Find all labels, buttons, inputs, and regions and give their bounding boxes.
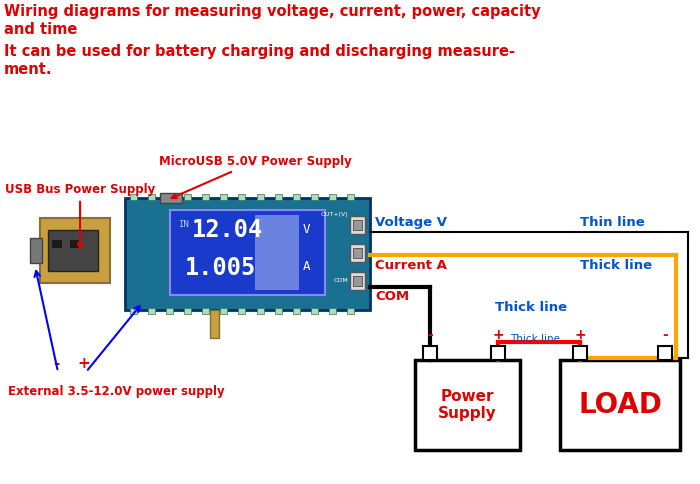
- Bar: [329, 308, 336, 314]
- Text: V: V: [303, 223, 311, 236]
- Bar: [148, 194, 155, 200]
- Text: MicroUSB 5.0V Power Supply: MicroUSB 5.0V Power Supply: [159, 155, 351, 198]
- Text: Thin line: Thin line: [580, 216, 645, 229]
- Bar: [353, 248, 362, 258]
- Text: -: -: [662, 328, 668, 342]
- Text: IN: IN: [178, 220, 189, 229]
- Text: It can be used for battery charging and discharging measure-: It can be used for battery charging and …: [4, 44, 515, 59]
- Bar: [170, 210, 325, 295]
- Text: COM: COM: [333, 278, 348, 283]
- Bar: [130, 194, 137, 200]
- Bar: [350, 216, 365, 234]
- Text: Wiring diagrams for measuring voltage, current, power, capacity: Wiring diagrams for measuring voltage, c…: [4, 4, 540, 19]
- Bar: [148, 308, 155, 314]
- Text: Thick line: Thick line: [580, 259, 652, 272]
- Bar: [293, 308, 300, 314]
- Bar: [350, 272, 365, 290]
- Bar: [293, 194, 300, 200]
- Bar: [202, 308, 209, 314]
- Bar: [166, 194, 173, 200]
- Text: COM: COM: [375, 290, 409, 303]
- Bar: [220, 194, 228, 200]
- Bar: [239, 308, 246, 314]
- Text: USB Bus Power Supply: USB Bus Power Supply: [5, 183, 155, 248]
- Bar: [184, 308, 191, 314]
- Bar: [415, 360, 520, 450]
- Text: Thick line: Thick line: [495, 301, 567, 314]
- Text: -: -: [427, 328, 433, 342]
- Bar: [423, 346, 437, 360]
- Text: Thick line: Thick line: [510, 334, 560, 344]
- Bar: [329, 194, 336, 200]
- Bar: [130, 308, 137, 314]
- Bar: [40, 218, 110, 283]
- Bar: [160, 193, 182, 203]
- Bar: [311, 308, 318, 314]
- Text: +: +: [492, 328, 504, 342]
- Text: 12.04: 12.04: [192, 218, 263, 242]
- Bar: [202, 194, 209, 200]
- Bar: [560, 360, 680, 450]
- Bar: [274, 308, 281, 314]
- Bar: [52, 240, 62, 248]
- Bar: [256, 194, 263, 200]
- Bar: [347, 194, 354, 200]
- Text: A: A: [303, 260, 311, 273]
- Text: +: +: [574, 328, 586, 342]
- Bar: [220, 308, 228, 314]
- Bar: [256, 308, 263, 314]
- Bar: [350, 244, 365, 262]
- Bar: [353, 276, 362, 286]
- Bar: [48, 230, 98, 271]
- Bar: [166, 308, 173, 314]
- Bar: [256, 215, 299, 290]
- Text: OUT+(V): OUT+(V): [321, 212, 348, 217]
- Text: +: +: [78, 356, 90, 371]
- Bar: [353, 220, 362, 230]
- Bar: [573, 346, 587, 360]
- Text: -: -: [52, 356, 60, 371]
- Bar: [184, 194, 191, 200]
- Text: and time: and time: [4, 22, 78, 37]
- Bar: [125, 198, 370, 310]
- Text: ment.: ment.: [4, 62, 52, 77]
- Text: 1.005: 1.005: [185, 256, 256, 280]
- Bar: [210, 310, 219, 338]
- Bar: [70, 240, 80, 248]
- Bar: [311, 194, 318, 200]
- Bar: [239, 194, 246, 200]
- Bar: [274, 194, 281, 200]
- Bar: [30, 238, 42, 263]
- Bar: [658, 346, 672, 360]
- Text: External 3.5-12.0V power supply: External 3.5-12.0V power supply: [8, 385, 225, 398]
- Bar: [347, 308, 354, 314]
- Text: Voltage V: Voltage V: [375, 216, 447, 229]
- Text: LOAD: LOAD: [578, 391, 662, 419]
- Text: Current A: Current A: [375, 259, 447, 272]
- Text: Power
Supply: Power Supply: [438, 389, 497, 421]
- Bar: [491, 346, 505, 360]
